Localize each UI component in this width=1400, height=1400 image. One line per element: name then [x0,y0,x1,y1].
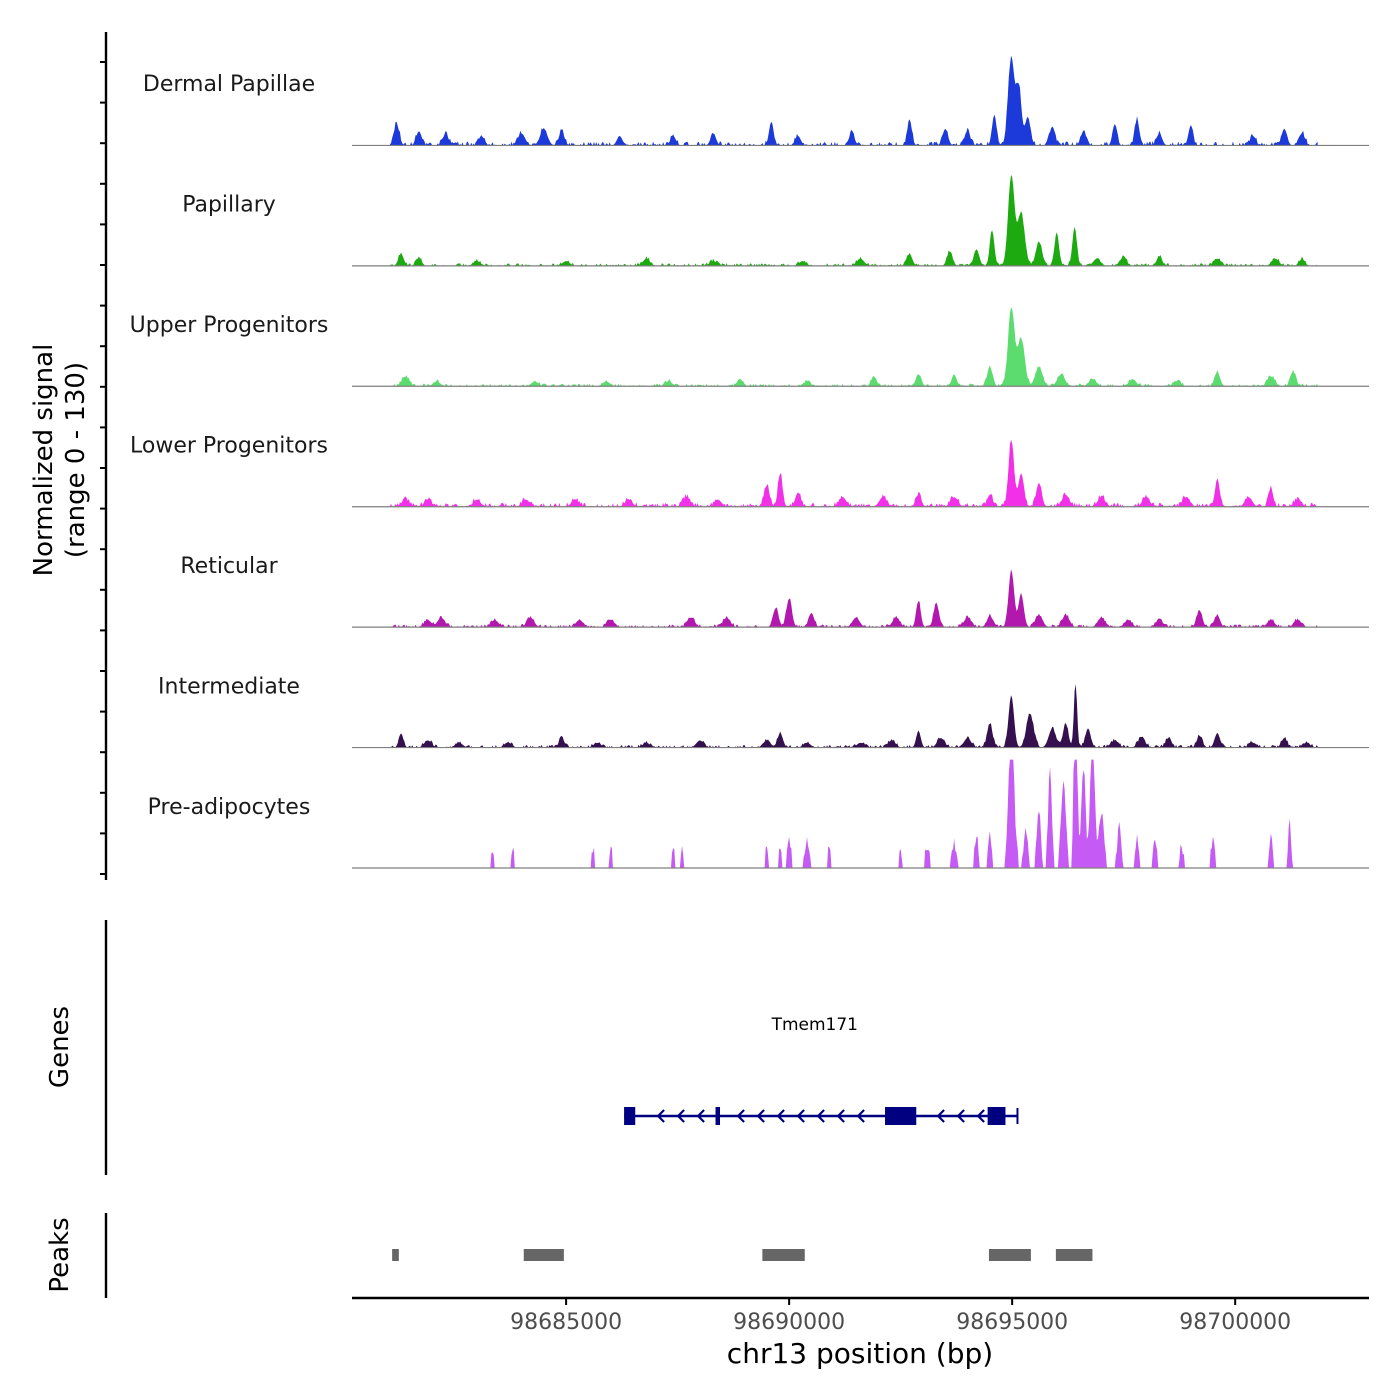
strand-arrow [976,1109,985,1123]
genes-panel-label: Genes [45,1006,75,1088]
coverage-area [389,684,1318,748]
coverage-area [389,759,1318,868]
gene-models: Tmem171 [624,1015,1019,1125]
peak-regions [392,1249,1093,1261]
track-intermediate: Intermediate [158,674,1369,749]
x-axis: 98685000 98690000 98695000 98700000 chr13 p… [352,1296,1369,1370]
x-axis-tick-label: 98685000 [510,1310,622,1335]
peak-region [1055,1249,1093,1261]
track-papillary: Papillary [182,174,1369,267]
peak-region [988,1249,1031,1261]
track-reticular: Reticular [180,554,1369,628]
genes-panel: Genes Tmem171 [45,920,1019,1175]
x-axis-ticks: 98685000 98690000 98695000 98700000 [510,1298,1291,1335]
coverage-area [389,174,1318,266]
track-label: Lower Progenitors [130,434,328,459]
x-axis-tick-label: 98690000 [733,1310,845,1335]
strand-arrow [816,1109,825,1123]
strand-arrow [756,1109,765,1123]
peaks-panel: Peaks [45,1213,1093,1298]
track-label: Pre-adipocytes [148,795,311,820]
x-axis-tick-label: 98695000 [956,1310,1068,1335]
strand-arrow [776,1109,785,1123]
coverage-area [389,569,1318,628]
gene-exon [715,1107,720,1125]
track-label: Reticular [180,554,278,579]
track-label: Intermediate [158,674,300,699]
x-axis-label: chr13 position (bp) [727,1337,993,1370]
peaks-panel-label: Peaks [45,1217,75,1292]
gene-exon [987,1107,1006,1125]
gene-exon [885,1107,917,1125]
peak-region [762,1249,805,1261]
strand-arrow [956,1109,965,1123]
strand-arrow [796,1109,805,1123]
strand-arrow [656,1109,665,1123]
coverage-y-axis-label-line2: (range 0 - 130) [61,362,91,558]
coverage-area [389,439,1318,507]
strand-arrow [856,1109,865,1123]
strand-arrow [736,1109,745,1123]
gene-tmem171: Tmem171 [624,1015,1019,1125]
track-lower-progenitors: Lower Progenitors [130,434,1369,508]
strand-arrow [676,1109,685,1123]
strand-arrow [936,1109,945,1123]
coverage-area [389,307,1318,387]
track-pre-adipocytes: Pre-adipocytes [148,759,1369,869]
coverage-tracks: Dermal Papillae Papillary Upper Progenitor… [130,55,1369,869]
coverage-panel: Normalized signal (range 0 - 130) Dermal… [29,32,1369,880]
track-upper-progenitors: Upper Progenitors [130,307,1369,387]
x-axis-tick-label: 98700000 [1179,1310,1291,1335]
peak-region [523,1249,564,1261]
track-label: Papillary [182,193,276,218]
strand-arrow [836,1109,845,1123]
track-dermal-papillae: Dermal Papillae [143,55,1369,147]
track-label: Dermal Papillae [143,72,315,97]
gene-label: Tmem171 [771,1015,858,1035]
coverage-area [389,55,1318,146]
track-label: Upper Progenitors [130,313,329,338]
strand-arrow [696,1109,705,1123]
gene-exon [624,1107,636,1125]
coverage-y-axis-ticks [100,61,106,875]
peak-region [392,1249,399,1261]
coverage-y-axis-label-line1: Normalized signal [29,344,59,577]
